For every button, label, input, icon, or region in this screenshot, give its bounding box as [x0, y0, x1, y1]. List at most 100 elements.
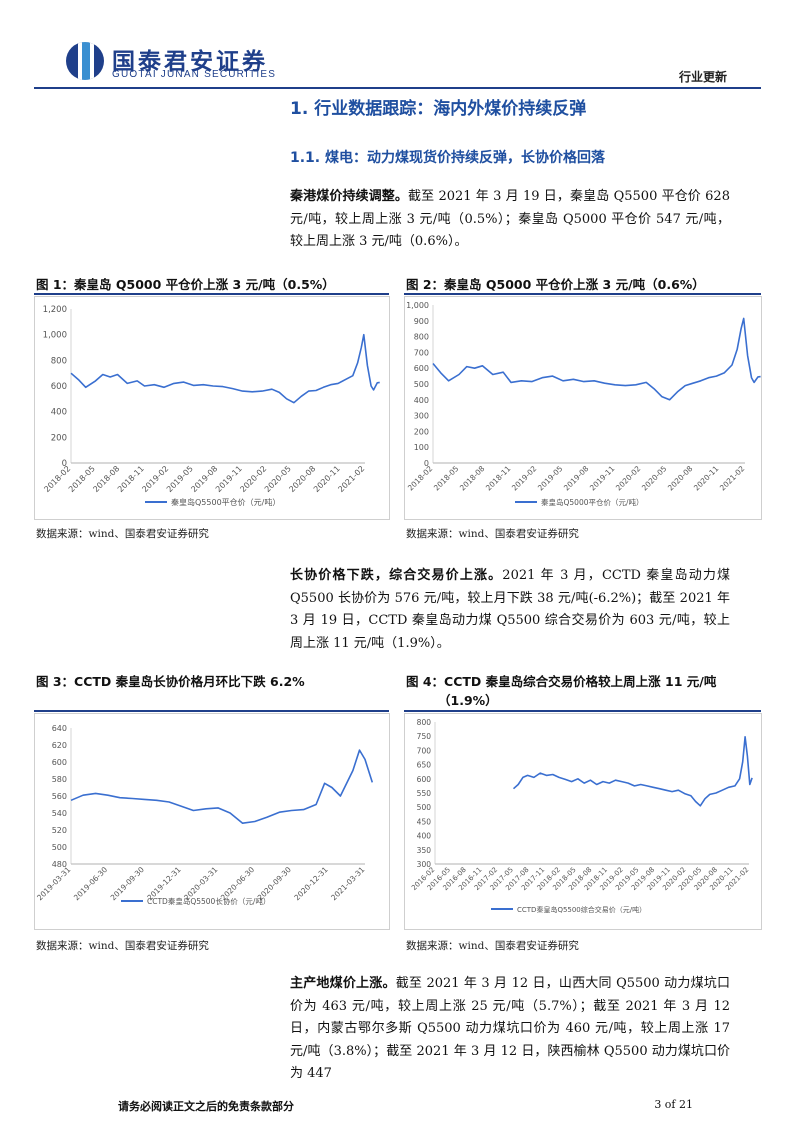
paragraph-3-body: 截至 2021 年 3 月 12 日，山西大同 Q5500 动力煤坑口价为 46… [290, 976, 730, 1081]
series-line [432, 317, 761, 401]
x-tick-label: 2019-02 [510, 464, 539, 493]
y-tick-label: 600 [414, 364, 429, 373]
y-tick-label: 0 [424, 459, 429, 468]
section-title: 1. 行业数据跟踪：海内外煤价持续反弹 [290, 99, 587, 119]
y-tick-label: 200 [51, 433, 67, 443]
x-tick-label: 2021-03-31 [329, 865, 366, 902]
paragraph-1: 秦港煤价持续调整。截至 2021 年 3 月 19 日，秦皇岛 Q5500 平仓… [290, 186, 730, 254]
y-tick-label: 750 [417, 732, 432, 741]
y-tick-label: 800 [417, 718, 432, 727]
footer-disclaimer: 请务必阅读正文之后的免责条款部分 [118, 1100, 294, 1113]
y-tick-label: 900 [414, 317, 429, 326]
figure-1-source: 数据来源：wind、国泰君安证券研究 [36, 528, 209, 540]
paragraph-1-lead: 秦港煤价持续调整。 [290, 189, 408, 204]
figure-2-chart: 0 100 200 300 400 500 600 700 800 900 1,000 2018-02… [404, 296, 762, 520]
paragraph-3-lead: 主产地煤价上涨。 [290, 976, 396, 991]
y-tick-label: 1,200 [43, 305, 67, 315]
x-tick-label: 2020-12-31 [292, 865, 329, 902]
y-tick-label: 400 [51, 408, 67, 418]
y-tick-label: 560 [52, 792, 67, 801]
series-line [70, 749, 374, 824]
y-tick-label: 1,000 [43, 331, 67, 341]
y-tick-label: 300 [414, 412, 429, 421]
figure-4-svg: 3003504004505005506006507007508002016-02… [410, 718, 753, 914]
series-line [70, 333, 380, 404]
figure-1-rule [34, 293, 389, 295]
logo-en-text: GUOTAI JUNAN SECURITIES [112, 69, 277, 80]
x-tick-label: 2021-02 [336, 464, 366, 494]
y-tick-label: 450 [417, 817, 432, 826]
figure-1-title: 图 1：秦皇岛 Q5000 平仓价上涨 3 元/吨（0.5%） [36, 277, 335, 292]
y-tick-label: 500 [52, 843, 67, 852]
paragraph-3: 主产地煤价上涨。截至 2021 年 3 月 12 日，山西大同 Q5500 动力… [290, 973, 730, 1086]
y-tick-label: 400 [414, 396, 429, 405]
logo-icon [66, 42, 104, 80]
y-tick-label: 500 [417, 803, 432, 812]
x-tick-label: 2020-08 [666, 464, 695, 493]
figure-1-chart: 0 200 400 600 800 1,000 1,200 2018-02 2018-05 201… [34, 296, 390, 520]
logo-cn-text: 国泰君安证券 [112, 49, 268, 75]
figure-3-title: 图 3：CCTD 秦皇岛长协价格月环比下跌 6.2% [36, 674, 305, 689]
figure-1-svg: 02004006008001,0001,2002018-022018-05201… [42, 305, 380, 507]
x-tick-label: 2020-05 [640, 464, 669, 493]
x-tick-label: 2018-11 [484, 464, 513, 493]
y-tick-label: 640 [52, 724, 67, 733]
figure-4-source: 数据来源：wind、国泰君安证券研究 [406, 940, 579, 952]
figure-4-title-line1: 图 4：CCTD 秦皇岛综合交易价格较上周上涨 11 元/吨 [406, 674, 717, 689]
figure-2-source: 数据来源：wind、国泰君安证券研究 [406, 528, 579, 540]
figure-3-source: 数据来源：wind、国泰君安证券研究 [36, 940, 209, 952]
y-tick-label: 500 [414, 380, 429, 389]
x-tick-label: 2019-09-30 [109, 865, 146, 902]
y-tick-label: 800 [414, 333, 429, 342]
y-tick-label: 600 [417, 775, 432, 784]
y-tick-label: 550 [417, 789, 432, 798]
legend-label: 秦皇岛Q5000平仓价（元/吨） [541, 497, 644, 507]
x-tick-label: 2021-02 [718, 464, 747, 493]
y-tick-label: 600 [52, 758, 67, 767]
figure-4-title-line2: （1.9%） [438, 693, 498, 708]
figure-3-rule [34, 710, 389, 712]
page-number: 3 of 21 [654, 1098, 693, 1111]
figure-4-chart: 300 350 400 450 500 550 600 650 700 750 800 2016-02… [404, 713, 762, 930]
y-tick-label: 200 [414, 427, 429, 436]
y-tick-label: 100 [414, 443, 429, 452]
x-tick-label: 2019-03-31 [35, 865, 72, 902]
x-tick-label: 2019-05 [536, 464, 565, 493]
y-tick-label: 520 [52, 826, 67, 835]
y-tick-label: 600 [51, 382, 67, 392]
legend-label: CCTD秦皇岛Q5500长协价（元/吨） [147, 896, 270, 906]
x-tick-label: 2020-02 [614, 464, 643, 493]
report-type: 行业更新 [678, 70, 727, 84]
y-tick-label: 620 [52, 741, 67, 750]
subsection-title: 1.1. 煤电：动力煤现货价持续反弹，长协价格回落 [290, 150, 605, 166]
legend-label: 秦皇岛Q5500平仓价（元/吨） [171, 497, 280, 507]
y-tick-label: 400 [417, 832, 432, 841]
x-tick-label: 2018-02 [406, 464, 435, 493]
y-tick-label: 650 [417, 761, 432, 770]
figure-2-rule [404, 293, 761, 295]
x-tick-label: 2018-08 [458, 464, 487, 493]
y-tick-label: 700 [414, 348, 429, 357]
legend-label: CCTD秦皇岛Q5500综合交易价（元/吨） [517, 905, 646, 914]
y-tick-label: 540 [52, 809, 67, 818]
y-tick-label: 580 [52, 775, 67, 784]
x-tick-label: 2020-11 [692, 464, 721, 493]
y-tick-label: 350 [417, 846, 432, 855]
header-divider [34, 87, 761, 89]
x-tick-label: 2019-06-30 [72, 865, 109, 902]
x-tick-label: 2019-08 [562, 464, 591, 493]
y-tick-label: 1,000 [406, 301, 429, 310]
figure-2-title: 图 2：秦皇岛 Q5000 平仓价上涨 3 元/吨（0.6%） [406, 277, 705, 292]
figure-3-chart: 480 500 520 540 560 580 600 620 640 2019-03-31 201… [34, 713, 390, 930]
y-tick-label: 480 [52, 860, 67, 869]
figure-2-svg: 0 100 200 300 400 500 600 700 800 900 1,000 2018-02… [406, 301, 761, 507]
series-line [512, 735, 753, 807]
y-tick-label: 800 [51, 356, 67, 366]
y-tick-label: 0 [62, 459, 67, 469]
x-tick-label: 2018-05 [432, 464, 461, 493]
paragraph-2-body: 2021 年 3 月，CCTD 秦皇岛动力煤 Q5500 长协价为 576 元/… [290, 568, 730, 651]
paragraph-1-body: 截至 2021 年 3 月 19 日，秦皇岛 Q5500 平仓价 628 元/吨… [290, 189, 730, 249]
paragraph-2-lead: 长协价格下跌，综合交易价上涨。 [290, 568, 503, 583]
y-tick-label: 700 [417, 746, 432, 755]
